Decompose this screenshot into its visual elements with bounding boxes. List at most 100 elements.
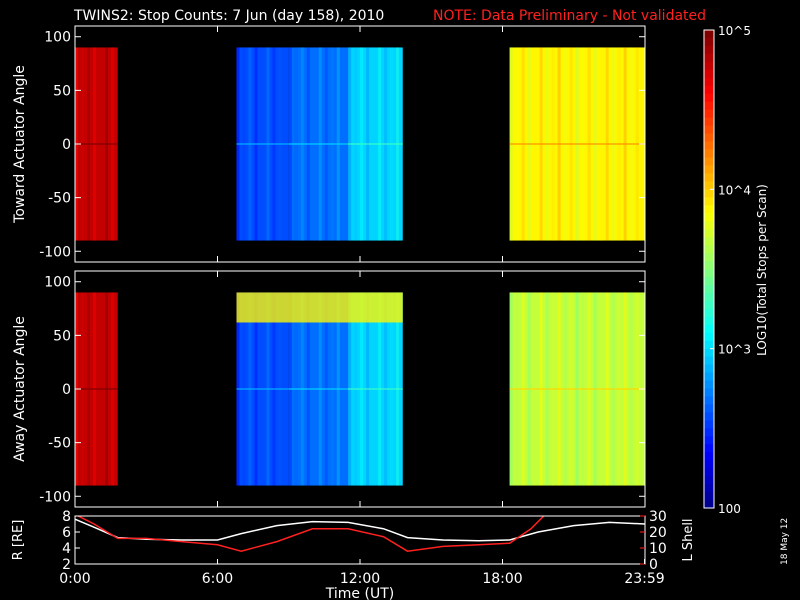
colorbar-seg-4 (704, 61, 714, 71)
away-actuator-heatmap: 100 50 0 -50 -100 Away Actuator Angle (12, 270, 646, 508)
away-ytick-label-3: -50 (48, 436, 71, 452)
colorbar-seg-3 (704, 53, 714, 63)
colorbar-seg-49 (704, 420, 714, 429)
lshell-ytick-label-0: 30 (649, 509, 667, 525)
toward-ytick-label-0: 100 (44, 30, 71, 46)
colorbar-seg-54 (704, 460, 714, 469)
colorbar-seg-0 (704, 30, 714, 39)
colorbar-seg-8 (704, 93, 714, 103)
colorbar-seg-59 (704, 500, 714, 509)
xtick-label-0: 0:00 (59, 571, 90, 587)
colorbar-seg-43 (704, 372, 714, 382)
colorbar-seg-46 (704, 396, 714, 406)
colorbar-seg-2 (704, 45, 714, 55)
colorbar-seg-15 (704, 149, 714, 159)
colorbar: 10^5 10^4 10^3 100 LOG10(Total Stops per Sca… (703, 24, 769, 516)
colorbar-seg-24 (704, 221, 714, 230)
colorbar-seg-38 (704, 332, 714, 342)
colorbar-seg-6 (704, 77, 714, 87)
colorbar-seg-30 (704, 269, 714, 278)
colorbar-seg-9 (704, 101, 714, 111)
colorbar-seg-35 (704, 308, 714, 318)
r-axis-label: R [RE] (11, 520, 26, 561)
colorbar-seg-25 (704, 229, 714, 238)
colorbar-seg-48 (704, 412, 714, 421)
colorbar-seg-57 (704, 484, 714, 493)
colorbar-seg-23 (704, 213, 714, 222)
colorbar-seg-20 (704, 189, 714, 198)
colorbar-seg-40 (704, 348, 714, 358)
r-distance-series-line (75, 518, 645, 542)
colorbar-seg-33 (704, 292, 714, 302)
colorbar-seg-14 (704, 141, 714, 151)
xtick-label-3: 18:00 (482, 571, 522, 587)
toward-ytick-label-1: 50 (53, 83, 71, 99)
toward-ylabel: Toward Actuator Angle (12, 65, 28, 224)
colorbar-seg-1 (704, 37, 714, 47)
colorbar-frame (703, 29, 715, 509)
colorbar-tick-label-1: 10^4 (718, 183, 751, 197)
colorbar-tick-label-2: 10^3 (718, 343, 751, 357)
colorbar-seg-10 (704, 109, 714, 119)
colorbar-tick-label-3: 100 (718, 502, 741, 516)
colorbar-seg-7 (704, 85, 714, 95)
toward-ytick-label-3: -50 (48, 191, 71, 207)
xtick-label-1: 6:00 (202, 571, 233, 587)
colorbar-seg-31 (704, 276, 714, 286)
colorbar-seg-16 (704, 157, 714, 167)
colorbar-seg-18 (704, 173, 714, 182)
colorbar-seg-22 (704, 205, 714, 214)
colorbar-seg-17 (704, 165, 714, 174)
lshell-ytick-label-1: 20 (649, 525, 667, 541)
colorbar-seg-37 (704, 324, 714, 334)
colorbar-label: LOG10(Total Stops per Scan) (755, 184, 769, 356)
toward-ytick-label-2: 0 (62, 137, 71, 153)
away-ylabel: Away Actuator Angle (12, 316, 28, 462)
lshell-ytick-label-3: 0 (649, 557, 658, 573)
colorbar-seg-56 (704, 476, 714, 485)
colorbar-seg-58 (704, 492, 714, 501)
colorbar-seg-26 (704, 237, 714, 246)
r-ytick-label-3: 2 (62, 557, 71, 573)
colorbar-seg-42 (704, 364, 714, 374)
colorbar-seg-32 (704, 284, 714, 294)
away-ytick-label-2: 0 (62, 382, 71, 398)
colorbar-seg-36 (704, 316, 714, 326)
colorbar-tick-label-0: 10^5 (718, 24, 751, 38)
colorbar-seg-41 (704, 356, 714, 366)
date-stamp: 18 May 12 (780, 517, 790, 565)
colorbar-seg-28 (704, 253, 714, 262)
lshell-axis-label: L Shell (681, 518, 696, 561)
colorbar-seg-39 (704, 340, 714, 350)
chart-title: TWINS2: Stop Counts: 7 Jun (day 158), 20… (74, 8, 385, 24)
colorbar-seg-51 (704, 436, 714, 445)
l-shell-series-line (76, 516, 545, 552)
colorbar-seg-19 (704, 181, 714, 190)
colorbar-seg-44 (704, 380, 714, 390)
colorbar-seg-29 (704, 261, 714, 270)
toward-actuator-heatmap: 100 50 0 -50 -100 Toward Actuator Angle (12, 25, 646, 263)
colorbar-seg-5 (704, 69, 714, 79)
colorbar-seg-13 (704, 133, 714, 143)
colorbar-seg-27 (704, 245, 714, 254)
xtick-label-4: 23:59 (624, 571, 664, 587)
r-ytick-label-0: 8 (62, 509, 71, 525)
xtick-label-2: 12:00 (340, 571, 380, 587)
colorbar-seg-12 (704, 125, 714, 135)
toward-ytick-label-4: -100 (39, 244, 71, 260)
colorbar-seg-50 (704, 428, 714, 437)
colorbar-seg-52 (704, 444, 714, 453)
away-ytick-label-1: 50 (53, 328, 71, 344)
colorbar-seg-53 (704, 452, 714, 461)
away-ytick-label-4: -100 (39, 489, 71, 505)
r-ytick-label-1: 6 (62, 525, 71, 541)
colorbar-seg-47 (704, 404, 714, 413)
colorbar-seg-45 (704, 388, 714, 398)
away-ytick-label-0: 100 (44, 275, 71, 291)
away-high-angle-band (236, 292, 403, 323)
r-ytick-label-2: 4 (62, 541, 71, 557)
lshell-ytick-label-2: 10 (649, 541, 667, 557)
colorbar-seg-21 (704, 197, 714, 206)
